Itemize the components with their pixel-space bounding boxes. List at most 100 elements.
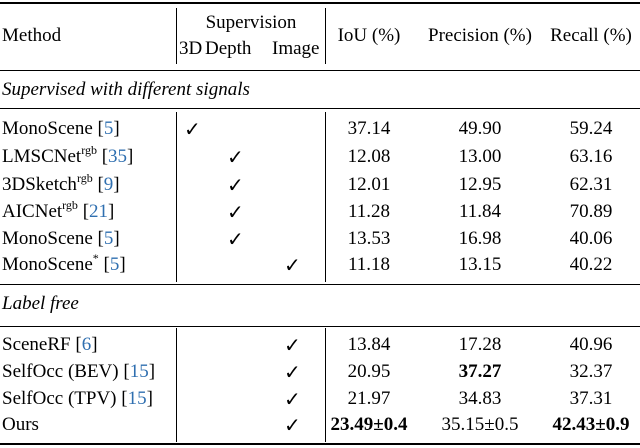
citation-close: ] (146, 388, 153, 409)
iou-value: 13.84 (347, 334, 391, 355)
citation-open: [ (118, 361, 130, 382)
header-precision: Precision (%) (428, 25, 532, 46)
iou-value: 20.95 (347, 361, 391, 382)
method-name: Ours (2, 414, 39, 435)
citation-link[interactable]: 9 (103, 174, 114, 195)
check-icon: ✓ (284, 360, 301, 384)
iou-value: 21.97 (347, 388, 391, 409)
iou-value: 12.08 (347, 146, 391, 167)
citation-close: ] (119, 254, 126, 275)
header-rule (0, 70, 640, 71)
method-cell: AICNetrgb [21] (2, 199, 114, 225)
recall-value: 40.06 (569, 228, 613, 249)
precision-value: 34.83 (458, 388, 502, 409)
section-title: Label free (2, 293, 79, 314)
precision-value: 37.27 (458, 361, 502, 382)
citation-close: ] (127, 146, 134, 167)
method-name: AICNet (2, 201, 63, 222)
iou-value: 23.49±0.4 (330, 414, 408, 435)
citation-open: [ (77, 201, 90, 222)
precision-value: 17.28 (458, 334, 502, 355)
recall-value: 62.31 (569, 174, 613, 195)
header-recall: Recall (%) (550, 25, 632, 46)
section-rule-1 (0, 108, 640, 109)
metric-divider (325, 328, 326, 442)
method-name: MonoScene (2, 254, 93, 275)
recall-value: 59.24 (569, 118, 613, 139)
precision-value: 13.15 (458, 254, 502, 275)
citation-close: ] (91, 334, 98, 355)
citation-close: ] (113, 118, 120, 139)
citation-open: [ (116, 388, 128, 409)
check-icon: ✓ (227, 145, 244, 169)
citation-close: ] (113, 174, 120, 195)
precision-value: 12.95 (458, 174, 502, 195)
method-cell: MonoScene [5] (2, 116, 120, 142)
precision-value: 11.84 (458, 201, 502, 222)
citation-link[interactable]: 6 (81, 334, 92, 355)
method-name: MonoScene (2, 118, 93, 139)
header-sup-depth: Depth (205, 38, 252, 59)
method-cell: LMSCNetrgb [35] (2, 144, 133, 170)
recall-value: 42.43±0.9 (552, 414, 630, 435)
recall-value: 70.89 (569, 201, 613, 222)
method-cell: 3DSketchrgb [9] (2, 172, 120, 198)
recall-value: 40.96 (569, 334, 613, 355)
method-superscript: * (92, 250, 99, 265)
method-cell: MonoScene* [5] (2, 252, 126, 278)
top-rule (0, 2, 640, 4)
check-icon: ✓ (184, 117, 201, 141)
method-cell: SelfOcc (BEV) [15] (2, 359, 155, 385)
header-sup-3d: 3D (179, 38, 203, 59)
precision-value: 49.90 (458, 118, 502, 139)
method-name: 3DSketch (2, 174, 77, 195)
method-cell: Ours (2, 412, 39, 438)
section-title: Supervised with different signals (2, 79, 250, 100)
method-cell: MonoScene [5] (2, 226, 120, 252)
section-rule-2-top (0, 284, 640, 285)
citation-link[interactable]: 21 (89, 201, 109, 222)
header-iou: IoU (%) (337, 25, 401, 46)
method-superscript: rgb (76, 170, 93, 185)
citation-link[interactable]: 5 (103, 228, 114, 249)
citation-close: ] (113, 228, 120, 249)
method-name: LMSCNet (2, 146, 82, 167)
check-icon: ✓ (284, 387, 301, 411)
precision-value: 16.98 (458, 228, 502, 249)
iou-value: 11.18 (347, 254, 391, 275)
citation-link[interactable]: 5 (109, 254, 120, 275)
recall-value: 37.31 (569, 388, 613, 409)
iou-value: 13.53 (347, 228, 391, 249)
method-superscript: rgb (81, 142, 97, 157)
citation-link[interactable]: 15 (129, 361, 149, 382)
check-icon: ✓ (227, 173, 244, 197)
iou-value: 11.28 (347, 201, 391, 222)
section-rule-2 (0, 326, 640, 327)
check-icon: ✓ (227, 227, 244, 251)
header-divider-right (325, 8, 326, 64)
citation-open: [ (98, 254, 110, 275)
method-name: SelfOcc (BEV) (2, 361, 119, 382)
citation-open: [ (96, 146, 109, 167)
citation-close: ] (108, 201, 115, 222)
method-cell: SceneRF [6] (2, 332, 98, 358)
citation-open: [ (92, 228, 104, 249)
citation-link[interactable]: 5 (103, 118, 114, 139)
recall-value: 63.16 (569, 146, 613, 167)
header-method: Method (2, 25, 62, 46)
iou-value: 12.01 (347, 174, 391, 195)
citation-link[interactable]: 35 (108, 146, 128, 167)
precision-value: 35.15±0.5 (441, 414, 519, 435)
check-icon: ✓ (227, 200, 244, 224)
header-sup-image: Image (272, 38, 320, 59)
check-icon: ✓ (284, 413, 301, 437)
citation-open: [ (70, 334, 82, 355)
recall-value: 32.37 (569, 361, 613, 382)
method-cell: SelfOcc (TPV) [15] (2, 386, 153, 412)
citation-link[interactable]: 15 (127, 388, 147, 409)
method-divider (176, 328, 177, 442)
citation-close: ] (148, 361, 156, 382)
metric-divider (325, 112, 326, 282)
method-superscript: rgb (62, 197, 78, 212)
check-icon: ✓ (284, 253, 301, 277)
